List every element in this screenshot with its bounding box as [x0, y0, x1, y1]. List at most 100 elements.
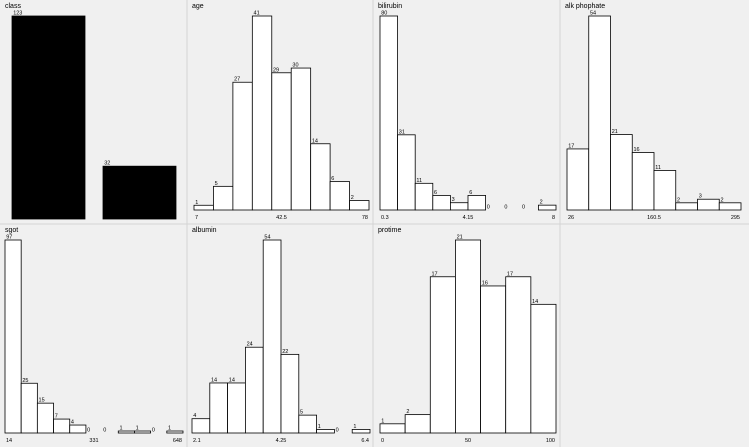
bar-value-label: 5 — [300, 410, 303, 416]
bar-value-label: 21 — [612, 129, 618, 135]
bar-value-label: 29 — [273, 67, 279, 73]
bar-value-label: 24 — [247, 342, 253, 348]
histogram-bar — [397, 134, 416, 211]
x-tick-label: 295 — [731, 215, 740, 221]
histogram-bar — [653, 170, 677, 211]
bar-value-label: 2 — [720, 197, 723, 203]
histogram-bar — [404, 414, 431, 434]
bar-value-label: 1 — [195, 200, 198, 206]
histogram-bar — [414, 182, 434, 211]
bar-value-label: 2 — [351, 195, 354, 201]
histogram-bar — [213, 185, 234, 211]
histogram-bar — [538, 204, 557, 211]
histogram-bar — [566, 148, 590, 211]
histogram-bar — [262, 239, 282, 434]
bar-value-label: 2 — [406, 409, 409, 415]
x-tick-label: 8 — [552, 215, 555, 221]
bar-value-label: 11 — [655, 165, 661, 171]
chart-title: albumin — [192, 227, 217, 234]
bar-value-label: 1 — [168, 426, 171, 432]
bar-value-label: 17 — [507, 271, 513, 277]
histogram-albumin: albumin 4 14 14 24 54 22 5 1 0 1 2.1 4.25 6.4 — [191, 227, 371, 444]
bar-value-label: 6 — [434, 190, 437, 196]
chart-title: sgot — [5, 227, 18, 234]
histogram-bar — [102, 165, 177, 220]
histogram-bar — [209, 382, 229, 434]
bar-value-label: 17 — [568, 143, 574, 149]
histogram-bar — [379, 423, 406, 434]
histogram-bar — [20, 382, 38, 434]
bar-value-label: 3 — [699, 194, 702, 200]
x-tick-label: 4.25 — [276, 438, 287, 444]
bar-value-label: 16 — [482, 280, 488, 286]
bar-value-label: 25 — [22, 378, 28, 384]
histogram-bar — [329, 181, 350, 211]
bar-value-label: 1 — [381, 418, 384, 424]
histogram-bar — [467, 195, 487, 211]
histogram-bar — [449, 202, 469, 211]
histogram-bar — [244, 346, 264, 434]
histogram-protime: protime 1 2 17 21 16 17 14 0 50 100 — [378, 227, 557, 444]
bar-value-label: 22 — [282, 349, 288, 355]
bar-value-label: 0 — [87, 428, 90, 434]
histogram-bar — [675, 202, 698, 211]
bar-value-label: 4 — [193, 413, 196, 419]
histogram-bar — [232, 81, 253, 211]
x-tick-label: 6.4 — [361, 438, 369, 444]
x-tick-label: 26 — [568, 215, 574, 221]
bar-value-label: 16 — [633, 147, 639, 153]
bar-value-label: 97 — [6, 235, 12, 241]
chart-title: alk phophate — [565, 3, 605, 10]
bar-value-label: 14 — [211, 377, 217, 383]
histogram-bar — [349, 200, 370, 211]
bar-value-label: 4 — [71, 420, 74, 426]
x-tick-label: 0 — [381, 438, 384, 444]
bar-value-label: 1 — [318, 424, 321, 430]
bar-value-label: 1 — [136, 426, 139, 432]
histogram-bar — [191, 418, 211, 434]
bar-value-label: 1 — [119, 426, 122, 432]
histogram-bar — [432, 195, 451, 211]
bar-value-label: 14 — [312, 138, 318, 144]
histogram-bar — [429, 276, 456, 434]
chart-title: bilirubin — [378, 3, 402, 10]
x-tick-label: 331 — [89, 438, 98, 444]
histogram-bar — [610, 134, 633, 211]
histogram-bar — [36, 402, 54, 434]
histogram-bar — [53, 418, 71, 434]
bar-value-label: 2 — [677, 197, 680, 203]
x-tick-label: 4.15 — [463, 215, 474, 221]
bar-value-label: 15 — [39, 398, 45, 404]
histogram-bar — [4, 239, 22, 434]
bar-value-label: 27 — [234, 77, 240, 83]
histogram-bar — [271, 72, 292, 211]
bar-value-label: 14 — [532, 299, 538, 305]
x-tick-label: 100 — [546, 438, 555, 444]
x-tick-label: 14 — [6, 438, 12, 444]
bar-value-label: 2 — [540, 200, 543, 206]
histogram-bar — [530, 303, 557, 434]
histogram-bar — [505, 276, 532, 434]
histogram-alk-phophate: alk phophate 17 54 21 16 11 2 3 2 26 160.5 295 — [565, 3, 742, 221]
chart-title: class — [5, 3, 21, 10]
bar-value-label: 17 — [431, 271, 437, 277]
bar-value-label: 123 — [13, 11, 22, 17]
histogram-bar — [588, 15, 611, 211]
bar-value-label: 54 — [590, 11, 596, 17]
x-tick-label: 7 — [195, 215, 198, 221]
bar-value-label: 32 — [104, 161, 110, 167]
x-tick-label: 50 — [465, 438, 471, 444]
histogram-bar — [455, 239, 481, 434]
x-tick-label: 648 — [173, 438, 182, 444]
bar-value-label: 0 — [522, 205, 525, 211]
x-tick-label: 2.1 — [193, 438, 201, 444]
bar-value-label: 0 — [487, 205, 490, 211]
histogram-bar — [134, 430, 152, 434]
bar-value-label: 6 — [331, 176, 334, 182]
bar-value-label: 7 — [55, 414, 58, 420]
histogram-bar — [280, 353, 300, 434]
